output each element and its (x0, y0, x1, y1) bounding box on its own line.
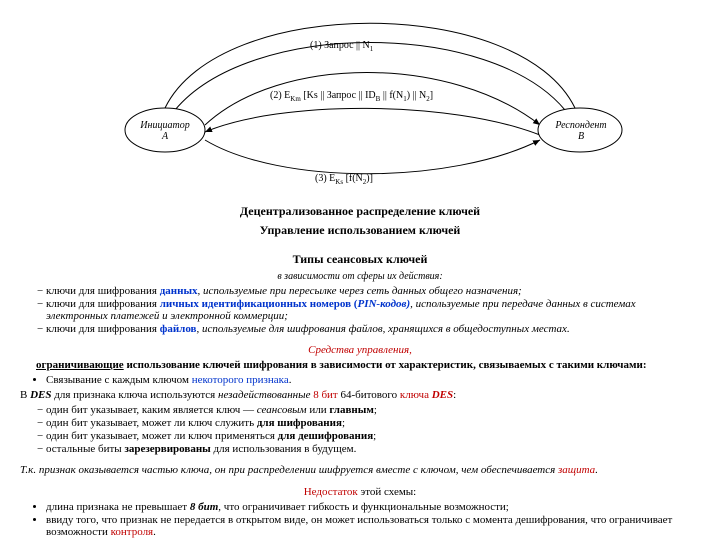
node-b-label: РеспондентB (542, 120, 620, 142)
means-subtitle: ограничивающие использование ключей шифр… (20, 359, 700, 371)
bit-2: один бит указывает, может ли ключ служит… (46, 417, 700, 429)
des-bits-list: один бит указывает, каким является ключ … (20, 404, 700, 455)
key-exchange-diagram: ИнициаторA РеспондентB (1) Запрос || N1 … (20, 10, 700, 200)
heading-2: Управление использованием ключей (20, 223, 700, 238)
bit-4: остальные биты зарезервированы для испол… (46, 443, 700, 455)
note-line: Т.к. признак оказывается частью ключа, о… (20, 464, 700, 476)
flaw-title: Недостаток этой схемы: (20, 486, 700, 498)
flaw-1: длина признака не превышает 8 бит, что о… (46, 501, 700, 513)
bit-1: один бит указывает, каким является ключ … (46, 404, 700, 416)
des-line: В DES для признака ключа используются не… (20, 389, 700, 401)
diagram-svg (20, 10, 720, 200)
type-item-1: ключи для шифрования данных, используемы… (46, 285, 700, 297)
flaw-2: ввиду того, что признак не передается в … (46, 514, 700, 538)
heading-1: Децентрализованное распределение ключей (20, 204, 700, 219)
means-item-1: Связывание с каждым ключом некоторого пр… (46, 374, 700, 386)
type-item-2: ключи для шифрования личных идентификаци… (46, 298, 700, 322)
bit-3: один бит указывает, может ли ключ примен… (46, 430, 700, 442)
node-a-label: ИнициаторA (130, 120, 200, 142)
msg-2: (2) EKm [Ks || Запрос || IDB || f(N1) ||… (270, 90, 433, 103)
msg-1: (1) Запрос || N1 (310, 40, 373, 53)
msg-3: (3) EKs [f(N2)] (315, 173, 373, 186)
sub-3: в зависимости от сферы их действия: (20, 271, 700, 282)
types-list: ключи для шифрования данных, используемы… (20, 285, 700, 335)
means-list-1: Связывание с каждым ключом некоторого пр… (20, 374, 700, 386)
means-title: Средства управления, (20, 344, 700, 356)
flaw-list: длина признака не превышает 8 бит, что о… (20, 501, 700, 538)
type-item-3: ключи для шифрования файлов, используемы… (46, 323, 700, 335)
heading-3: Типы сеансовых ключей (20, 252, 700, 267)
